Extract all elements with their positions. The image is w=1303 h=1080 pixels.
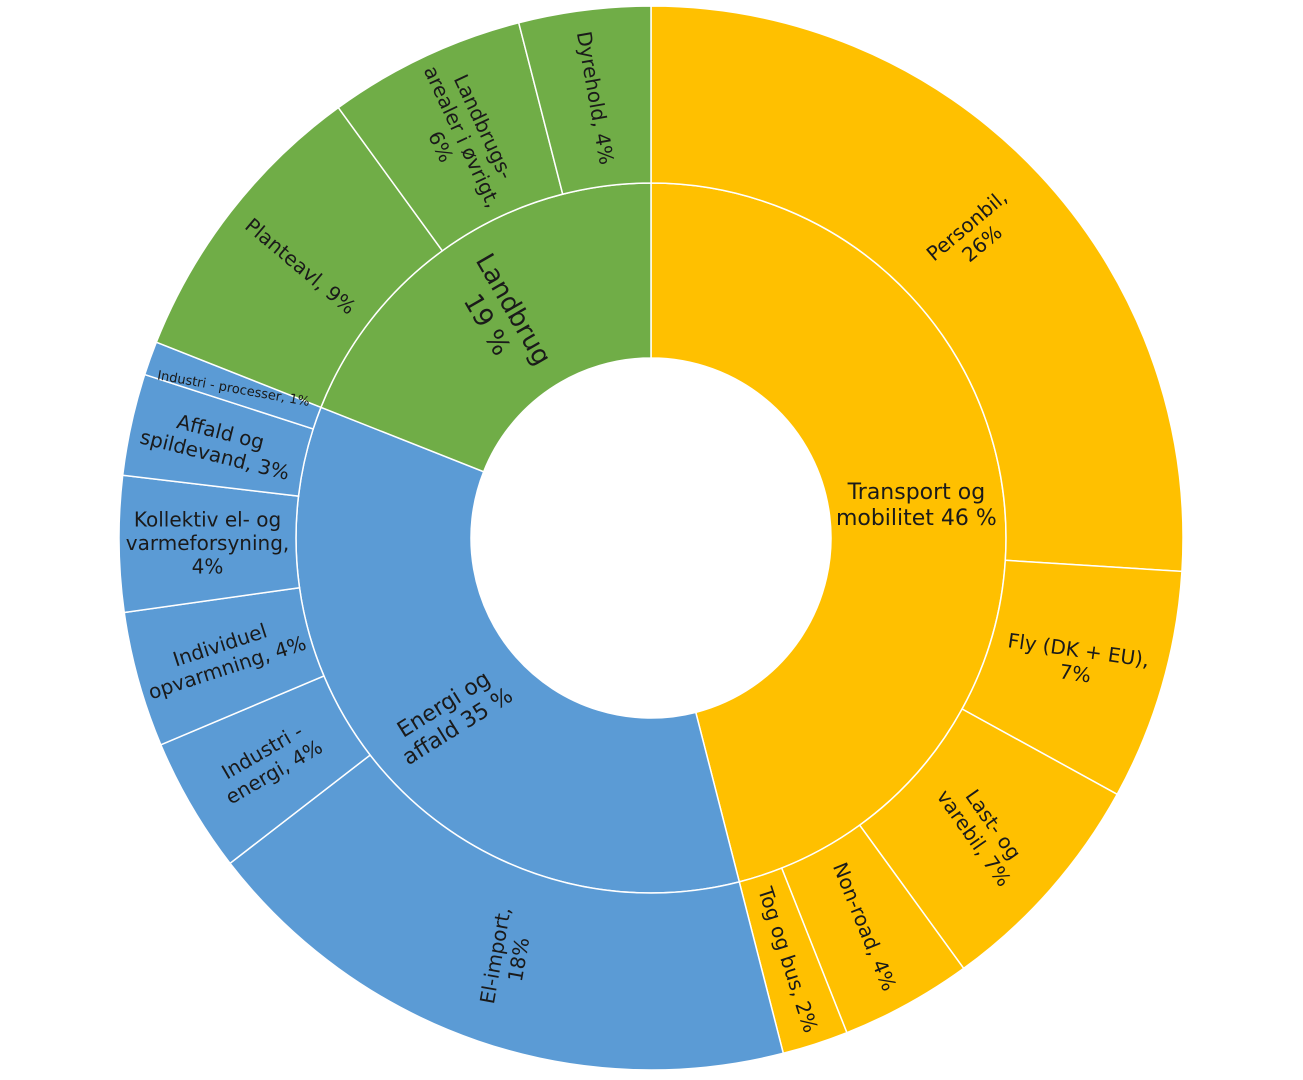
segment-dyrehold-4 xyxy=(517,5,652,196)
label-kollektiv-el-og-line: Kollektiv el- og xyxy=(134,507,281,531)
label-fly-dk-eu-line: 7% xyxy=(1058,659,1093,687)
label-kollektiv-el-og-line: varmeforsyning, xyxy=(126,531,289,555)
chart-segments xyxy=(118,5,1184,1071)
segment-el-import xyxy=(228,754,785,1071)
label-kollektiv-el-og-line: 4% xyxy=(192,555,224,579)
label-kollektiv-el-og: Kollektiv el- og varmeforsyning, 4% xyxy=(126,507,289,578)
label-transport: Transport og mobilitet 46 % xyxy=(836,480,997,531)
segment-personbil xyxy=(650,5,1184,573)
label-transport-line: mobilitet 46 % xyxy=(836,506,997,531)
label-transport-line: Transport og xyxy=(847,480,986,505)
